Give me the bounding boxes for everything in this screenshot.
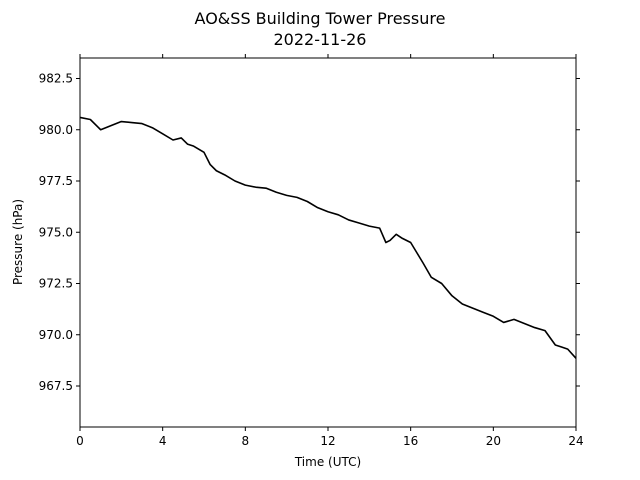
x-tick-label: 20 — [486, 434, 501, 448]
y-tick-label: 977.5 — [39, 174, 73, 188]
x-tick-label: 16 — [403, 434, 418, 448]
x-tick-label: 24 — [568, 434, 583, 448]
y-tick-label: 980.0 — [39, 123, 73, 137]
x-axis-label: Time (UTC) — [294, 455, 361, 469]
y-tick-label: 975.0 — [39, 225, 73, 239]
x-tick-label: 8 — [242, 434, 250, 448]
pressure-series-line — [79, 116, 577, 359]
chart-subtitle: 2022-11-26 — [274, 30, 367, 49]
plot-area — [79, 57, 577, 428]
y-tick-label: 972.5 — [39, 277, 73, 291]
x-axis-ticks: 0 4 8 12 16 20 24 — [76, 54, 584, 448]
x-tick-label: 12 — [320, 434, 335, 448]
x-tick-label: 4 — [159, 434, 167, 448]
y-tick-label: 967.5 — [39, 379, 73, 393]
x-tick-label: 0 — [76, 434, 84, 448]
y-axis-label: Pressure (hPa) — [11, 199, 25, 285]
y-axis-ticks: 967.5 970.0 972.5 975.0 977.5 980.0 982.5 — [39, 72, 580, 393]
y-tick-label: 970.0 — [39, 328, 73, 342]
y-tick-label: 982.5 — [39, 72, 73, 86]
chart-title: AO&SS Building Tower Pressure — [195, 9, 446, 28]
